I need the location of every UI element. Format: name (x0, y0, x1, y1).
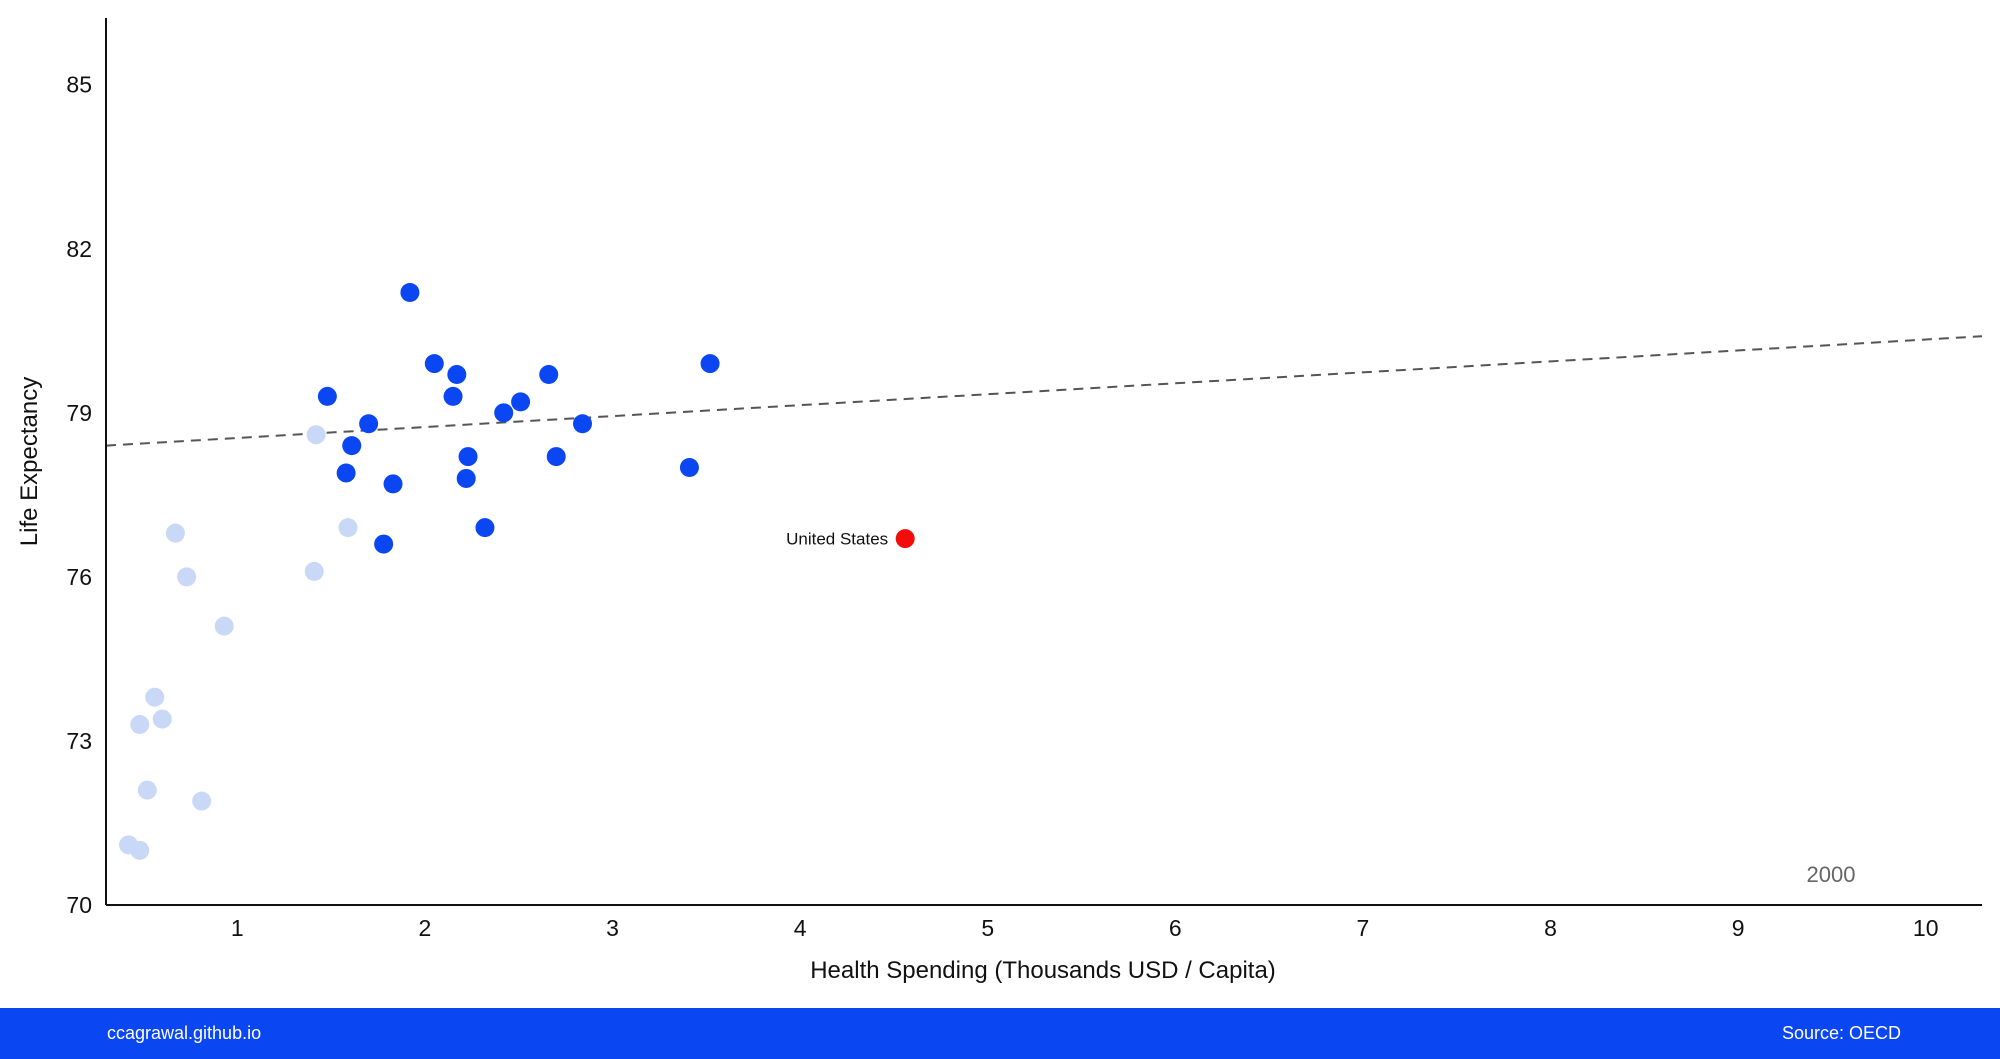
x-tick-label: 5 (981, 915, 994, 941)
y-axis-title: Life Expectancy (16, 377, 43, 546)
faded-data-point (165, 523, 185, 543)
data-point (700, 354, 720, 374)
faded-data-point (192, 791, 212, 811)
x-tick-label: 10 (1913, 915, 1939, 941)
data-point (511, 392, 531, 412)
y-tick-label: 76 (66, 564, 92, 590)
faded-points (119, 425, 358, 860)
x-tick-label: 6 (1169, 915, 1182, 941)
faded-data-point (152, 709, 172, 729)
scatter-chart: 70 73 76 79 82 85 1 2 3 4 5 6 7 8 9 10 United States H… (16, 18, 1983, 984)
data-point (383, 474, 403, 494)
faded-data-point (145, 687, 165, 707)
faded-data-point (130, 715, 150, 735)
data-point (424, 354, 444, 374)
x-axis-title: Health Spending (Thousands USD / Capita) (810, 957, 1276, 984)
data-point (359, 414, 379, 434)
faded-data-point (177, 567, 197, 587)
data-point (317, 386, 337, 406)
data-point (679, 458, 699, 477)
footer-source: Source: OECD (1781, 1023, 1901, 1043)
data-point (494, 403, 514, 423)
x-tick-label: 3 (606, 915, 619, 941)
y-tick-label: 79 (66, 400, 92, 426)
data-point (447, 365, 467, 385)
dark-points (317, 283, 720, 554)
y-tick-labels: 70 73 76 79 82 85 (66, 72, 92, 918)
data-point (475, 518, 495, 538)
faded-data-point (214, 616, 234, 636)
y-tick-label: 70 (66, 892, 92, 918)
faded-data-point (137, 780, 157, 800)
data-point (336, 463, 356, 483)
y-tick-label: 85 (66, 72, 92, 98)
data-point (374, 534, 394, 554)
faded-data-point (338, 518, 358, 538)
faded-data-point (304, 561, 324, 581)
y-tick-label: 82 (66, 236, 92, 262)
x-tick-label: 2 (419, 915, 432, 941)
year-label: 2000 (1807, 862, 1856, 887)
highlight-label: United States (786, 530, 888, 549)
x-tick-label: 9 (1732, 915, 1745, 941)
data-point (573, 414, 593, 434)
faded-data-point (306, 425, 326, 445)
x-tick-label: 8 (1544, 915, 1557, 941)
data-point (400, 283, 420, 302)
faded-data-point (130, 840, 150, 860)
data-point (456, 468, 476, 488)
highlight-point (895, 529, 915, 549)
footer-bar: ccagrawal.github.io Source: OECD (0, 1008, 2000, 1059)
data-point (342, 436, 362, 456)
y-tick-label: 73 (66, 728, 92, 754)
x-tick-labels: 1 2 3 4 5 6 7 8 9 10 (231, 915, 1939, 941)
x-tick-label: 4 (794, 915, 807, 941)
data-point (443, 386, 463, 406)
data-point (546, 447, 566, 467)
data-point (458, 447, 478, 467)
data-point (539, 365, 559, 385)
x-tick-label: 7 (1357, 915, 1370, 941)
trend-line (105, 335, 1983, 447)
x-tick-label: 1 (231, 915, 244, 941)
footer-site-link[interactable]: ccagrawal.github.io (107, 1023, 262, 1043)
